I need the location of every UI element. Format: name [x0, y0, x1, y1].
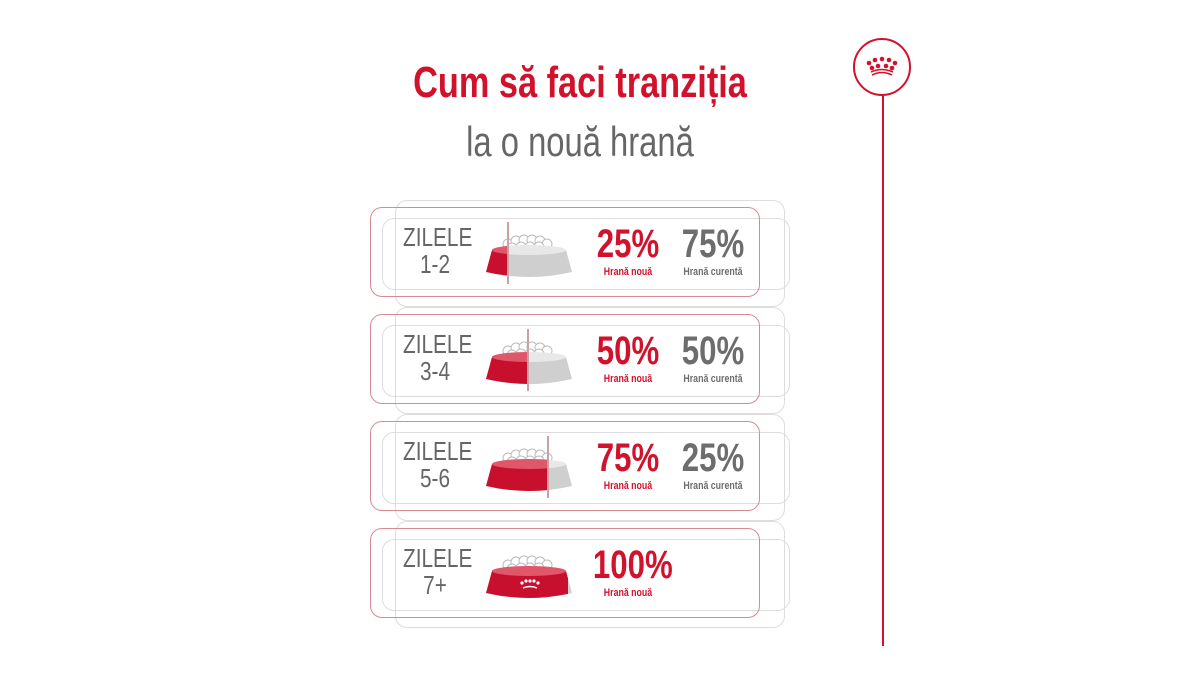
days-label: ZILELE 5-6: [403, 436, 473, 493]
royal-crown-icon: [853, 38, 911, 96]
card-border: [395, 521, 785, 628]
card-border: [395, 307, 785, 414]
current-food-label: Hrană curentă: [683, 266, 743, 278]
card-border: [382, 325, 790, 397]
new-food-percent: 100%: [592, 543, 673, 587]
card-border: [370, 421, 760, 511]
step-card: ZILELE 5-6 75% Hrană nouă 25% Hrană curen…: [0, 414, 1200, 524]
food-bowl-icon: [486, 222, 572, 284]
food-bowl-icon: [486, 436, 572, 498]
card-border: [382, 539, 790, 611]
new-food-label: Hrană nouă: [603, 266, 653, 278]
current-food-percent: 75%: [681, 222, 745, 266]
days-label: ZILELE 3-4: [403, 329, 473, 386]
current-food-label: Hrană curentă: [683, 480, 743, 492]
card-border: [370, 207, 760, 297]
page-subtitle: la o nouă hrană: [466, 118, 694, 165]
card-border: [382, 432, 790, 504]
days-label: ZILELE 7+: [403, 543, 473, 600]
new-food-percent: 75%: [596, 436, 660, 480]
card-border: [395, 414, 785, 521]
card-border: [370, 528, 760, 618]
step-card: ZILELE 7+ 100% Hrană nouă: [0, 521, 1200, 631]
food-bowl-icon: [486, 555, 572, 598]
current-food-label: Hrană curentă: [683, 373, 743, 385]
new-food-label: Hrană nouă: [603, 587, 653, 599]
card-border: [370, 314, 760, 404]
food-bowl-icon: [486, 329, 572, 391]
days-label: ZILELE 1-2: [403, 222, 473, 279]
current-food-percent: 25%: [681, 436, 745, 480]
new-food-percent: 25%: [596, 222, 660, 266]
current-food-percent: 50%: [681, 329, 745, 373]
step-card: ZILELE 1-2 25% Hrană nouă 75% Hrană curen…: [0, 200, 1200, 310]
card-border: [395, 200, 785, 307]
new-food-percent: 50%: [596, 329, 660, 373]
new-food-label: Hrană nouă: [603, 373, 653, 385]
new-food-label: Hrană nouă: [603, 480, 653, 492]
step-card: ZILELE 3-4 50% Hrană nouă 50% Hrană curen…: [0, 307, 1200, 417]
timeline-line: [882, 96, 884, 646]
page-title: Cum să faci tranziția: [413, 58, 747, 107]
card-border: [382, 218, 790, 290]
